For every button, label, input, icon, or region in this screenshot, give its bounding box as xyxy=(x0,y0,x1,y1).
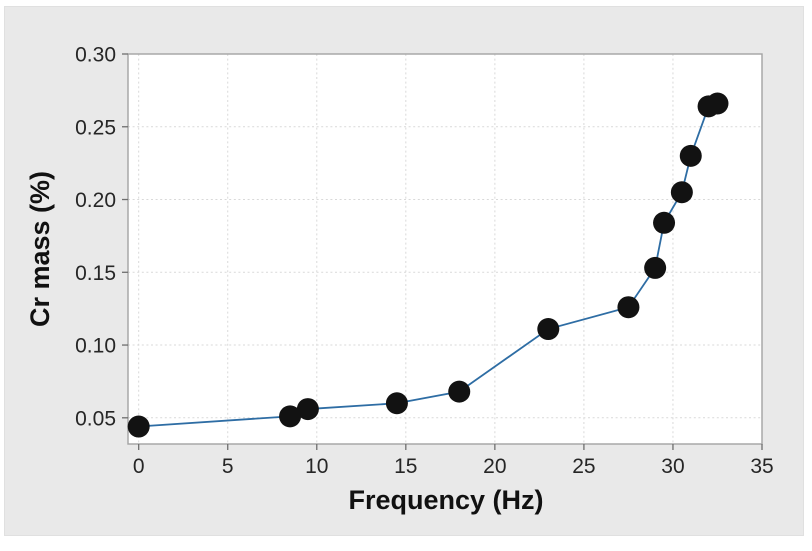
x-axis-tick-label: 0 xyxy=(133,455,145,478)
data-point-marker xyxy=(385,392,408,415)
y-axis-tick-label: 0.20 xyxy=(75,189,116,212)
y-axis-tick-label: 0.05 xyxy=(75,407,116,430)
y-axis-title: Cr mass (%) xyxy=(25,171,55,327)
data-point-marker xyxy=(679,144,702,167)
data-point-marker xyxy=(296,398,319,421)
data-point-marker xyxy=(644,256,667,279)
x-axis-tick-label: 25 xyxy=(572,455,595,478)
plot-area xyxy=(128,54,762,444)
x-axis-tick-label: 5 xyxy=(222,455,234,478)
data-series xyxy=(127,92,729,438)
y-axis-tick-label: 0.10 xyxy=(75,335,116,358)
data-point-marker xyxy=(448,380,471,403)
data-point-marker xyxy=(279,405,302,428)
x-axis-tick-label: 15 xyxy=(394,455,417,478)
data-point-marker xyxy=(653,211,676,234)
x-axis-tick-label: 30 xyxy=(661,455,684,478)
x-axis-tick-label: 20 xyxy=(483,455,506,478)
data-point-marker xyxy=(670,181,693,204)
y-axis-tick-label: 0.15 xyxy=(75,262,116,285)
data-point-marker xyxy=(537,318,560,341)
plot-frame xyxy=(127,53,763,445)
x-axis-title: Frequency (Hz) xyxy=(348,485,543,515)
data-point-marker xyxy=(617,296,640,319)
y-axis-tick-label: 0.25 xyxy=(75,116,116,139)
axis-ticks: 0 5 10 15 20 25 30 35 0.05 0.10 0.15 0.20 0.25 0.30 xyxy=(75,44,774,479)
y-axis-tick-label: 0.30 xyxy=(75,44,116,67)
x-axis-tick-label: 10 xyxy=(305,455,328,478)
x-axis-tick-label: 35 xyxy=(750,455,773,478)
data-point-marker xyxy=(127,415,150,438)
data-point-marker xyxy=(706,92,729,115)
